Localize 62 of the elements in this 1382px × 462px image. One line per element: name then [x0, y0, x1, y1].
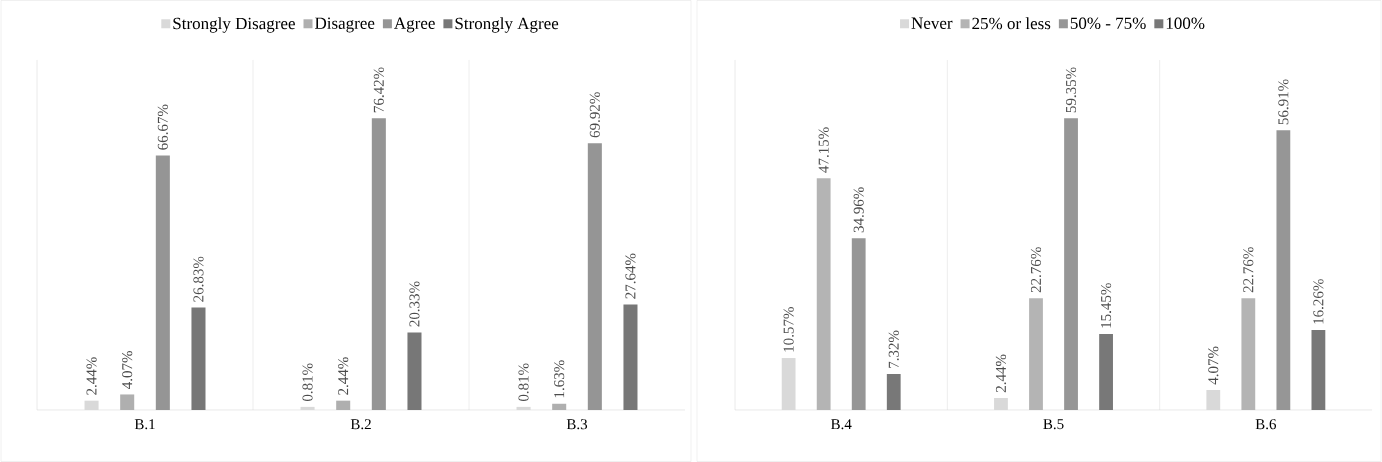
data-label: 1.63% — [554, 360, 565, 398]
bar — [1064, 118, 1078, 410]
bar — [552, 403, 567, 410]
data-label: 34.96% — [853, 187, 864, 233]
data-label: 66.67% — [157, 104, 168, 150]
legend-label: Strongly Agree — [455, 17, 559, 33]
legend-label: 100% — [1166, 17, 1205, 30]
bar — [516, 406, 531, 410]
bar — [781, 358, 796, 410]
data-label: 4.07% — [1208, 346, 1219, 385]
bar — [407, 332, 422, 410]
bar — [155, 155, 170, 410]
data-label: 47.15% — [818, 127, 829, 173]
bar — [1029, 298, 1043, 410]
legend-label: Strongly Disagree — [173, 17, 295, 33]
data-label: 7.32% — [888, 330, 899, 368]
bar — [1276, 130, 1291, 410]
data-label: 15.45% — [1100, 283, 1112, 328]
data-label: 22.76% — [1243, 247, 1254, 293]
bar — [816, 178, 831, 410]
x-tick-label: B.4 — [830, 419, 852, 430]
data-label: 10.57% — [783, 307, 794, 352]
bar — [623, 304, 638, 410]
bar — [587, 143, 602, 410]
bar — [84, 400, 99, 410]
data-label: 16.26% — [1313, 279, 1324, 324]
data-label: 26.83% — [193, 256, 204, 302]
bar — [886, 374, 901, 410]
data-label: 76.42% — [373, 67, 384, 113]
data-label: 59.35% — [1065, 67, 1077, 113]
x-tick-label: B.1 — [134, 419, 155, 430]
data-label: 69.92% — [589, 92, 600, 138]
legend-label: Agree — [394, 17, 435, 33]
data-label: 4.07% — [122, 351, 133, 389]
bar — [191, 307, 206, 410]
bar — [336, 400, 351, 410]
x-tick-label: B.5 — [1043, 419, 1064, 430]
data-label: 20.33% — [409, 281, 420, 327]
legend-label: 25% or less — [972, 17, 1051, 30]
data-label: 56.91% — [1278, 79, 1289, 125]
data-label: 0.81% — [518, 363, 529, 402]
x-tick-label: B.2 — [350, 419, 371, 430]
bar — [851, 238, 866, 410]
bar — [994, 397, 1008, 410]
bar — [120, 394, 135, 410]
bar — [1241, 298, 1256, 410]
data-label: 2.44% — [338, 357, 349, 395]
bar — [300, 406, 315, 410]
data-label: 27.64% — [625, 253, 636, 299]
data-label: 2.44% — [995, 354, 1007, 393]
bar — [1099, 334, 1113, 410]
bar — [1206, 389, 1221, 410]
x-tick-label: B.6 — [1255, 419, 1277, 430]
bar — [371, 118, 386, 410]
data-label: 0.81% — [302, 363, 313, 402]
legend-label: Never — [911, 17, 953, 29]
data-label: 22.76% — [1030, 247, 1042, 293]
data-label: 2.44% — [86, 357, 97, 395]
legend-label: Disagree — [314, 17, 375, 33]
x-tick-label: B.3 — [566, 419, 588, 430]
bar — [1311, 330, 1326, 410]
legend-label: 50% - 75% — [1070, 17, 1146, 30]
